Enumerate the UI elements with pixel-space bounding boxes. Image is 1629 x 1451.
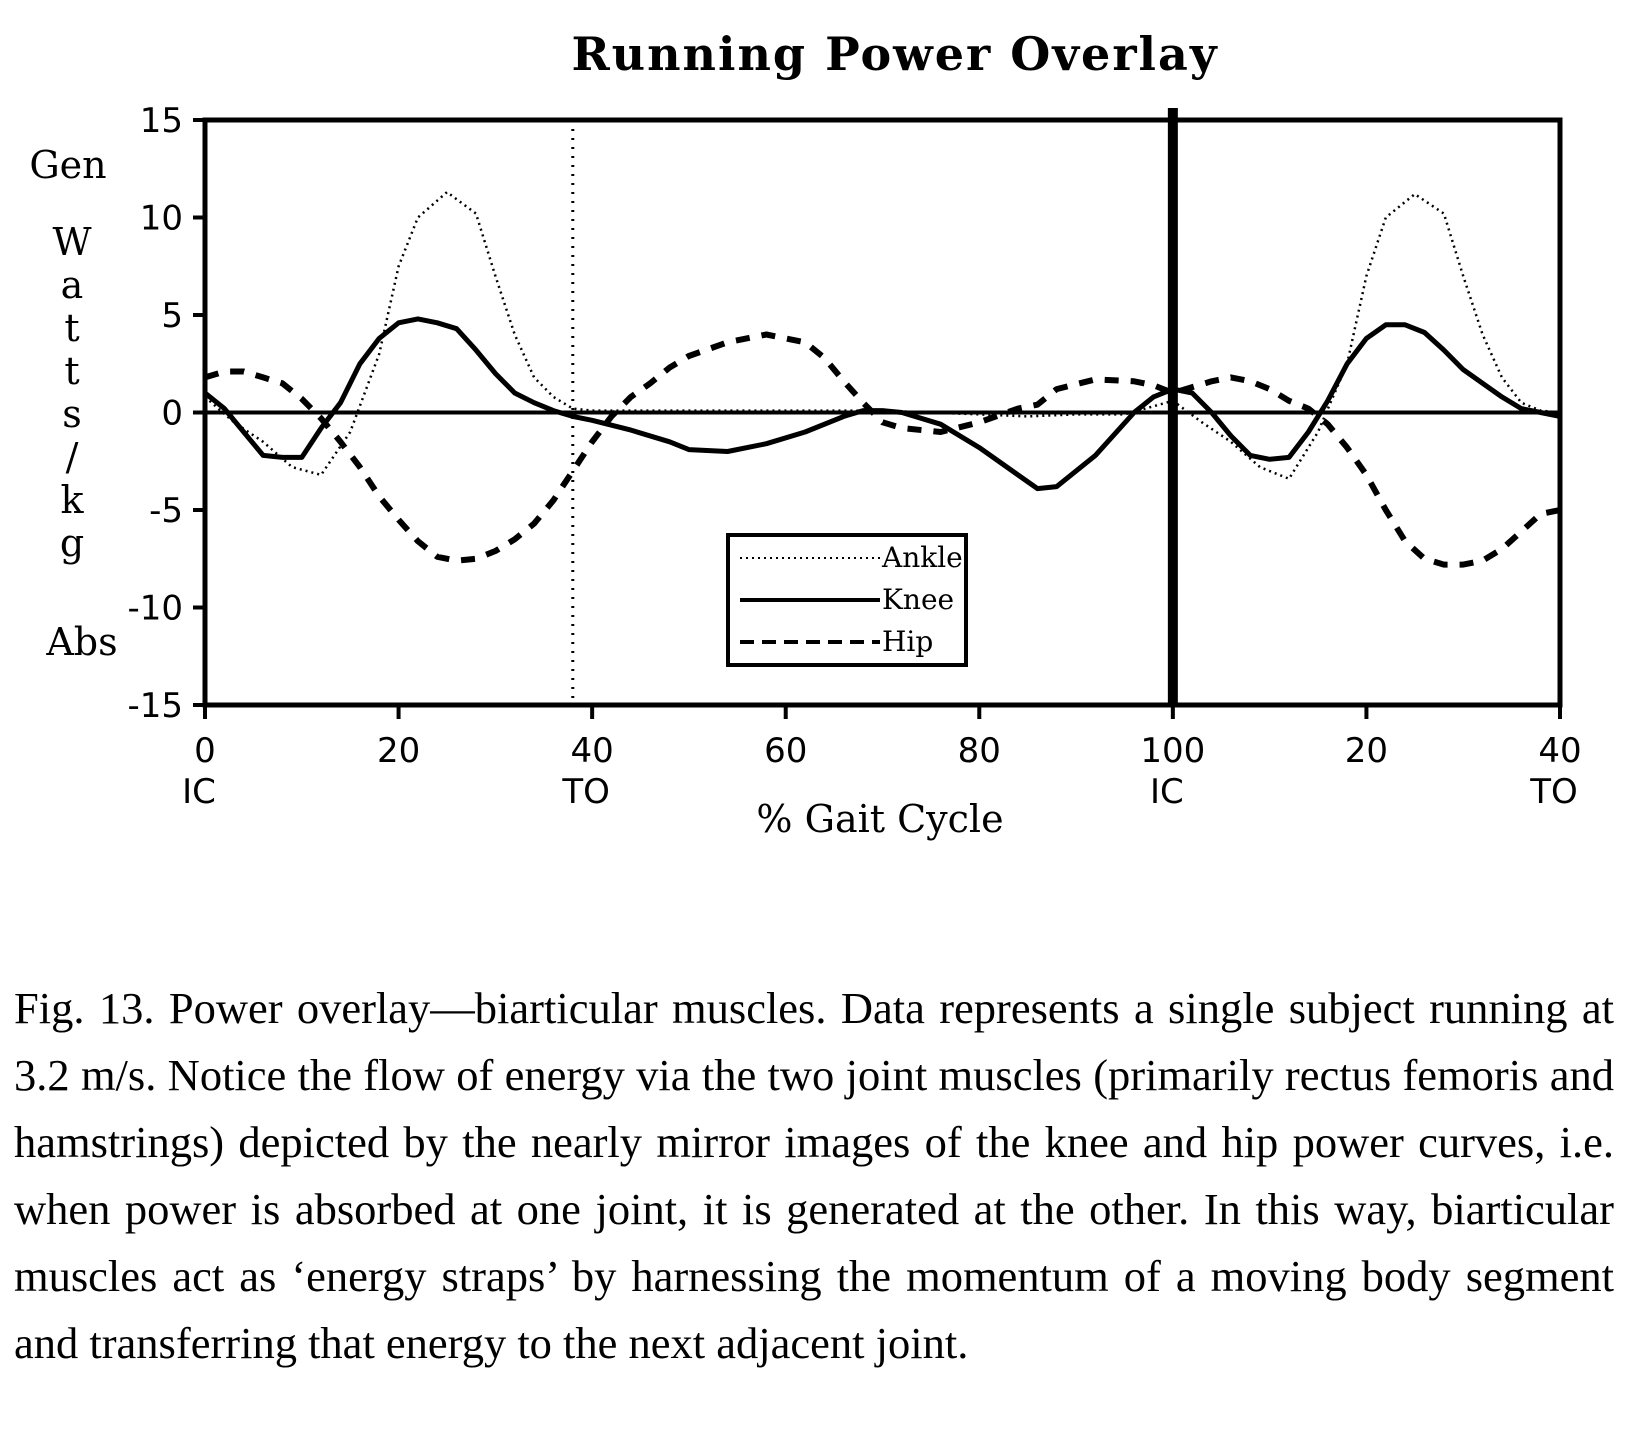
y-tick-label: 5 <box>161 296 183 336</box>
series-knee-line <box>203 316 1561 492</box>
y-top-label: Gen <box>29 143 106 187</box>
y-bottom-label: Abs <box>45 620 117 664</box>
y-tick-label: -5 <box>149 491 183 531</box>
figure-caption: Fig. 13. Power overlay—biarticular muscl… <box>14 982 1614 1368</box>
x-tick-sublabel: TO <box>561 772 610 812</box>
legend-hip-label: Hip <box>882 625 933 658</box>
x-tick-sublabel: IC <box>182 772 216 812</box>
y-axis-letter: a <box>61 263 84 307</box>
x-tick-label: 20 <box>1345 731 1388 771</box>
chart-title: Running Power Overlay <box>571 27 1218 81</box>
series-ankle-line <box>204 190 1561 481</box>
x-tick-label: 40 <box>1538 731 1581 771</box>
y-axis-letter: / <box>66 435 79 479</box>
y-axis-letter: k <box>60 478 84 522</box>
legend: Ankle Knee Hip <box>726 533 968 667</box>
y-axis-letter: W <box>52 220 91 264</box>
y-tick-label: 0 <box>161 394 183 434</box>
x-tick-sublabel: TO <box>1529 772 1578 812</box>
legend-knee-label: Knee <box>882 583 954 616</box>
x-tick-label: 0 <box>194 731 216 771</box>
legend-ankle-label: Ankle <box>881 541 963 574</box>
y-tick-label: -15 <box>127 686 183 726</box>
x-tick-label: 40 <box>571 731 614 771</box>
x-tick-label: 80 <box>958 731 1001 771</box>
x-tick-label: 60 <box>764 731 807 771</box>
series-hip-line <box>204 331 1561 568</box>
y-tick-label: -10 <box>127 589 183 629</box>
x-tick-label: 20 <box>377 731 420 771</box>
x-axis-label: % Gait Cycle <box>756 797 1003 841</box>
y-axis-letter: t <box>64 306 79 350</box>
y-tick-label: 10 <box>140 199 183 239</box>
x-tick-sublabel: IC <box>1150 772 1184 812</box>
y-axis-letter: t <box>64 349 79 393</box>
y-axis-letter: g <box>60 521 84 565</box>
x-tick-label: 100 <box>1140 731 1205 771</box>
y-axis-letter: s <box>62 392 82 436</box>
y-tick-label: 15 <box>140 101 183 141</box>
series-group <box>203 190 1561 568</box>
